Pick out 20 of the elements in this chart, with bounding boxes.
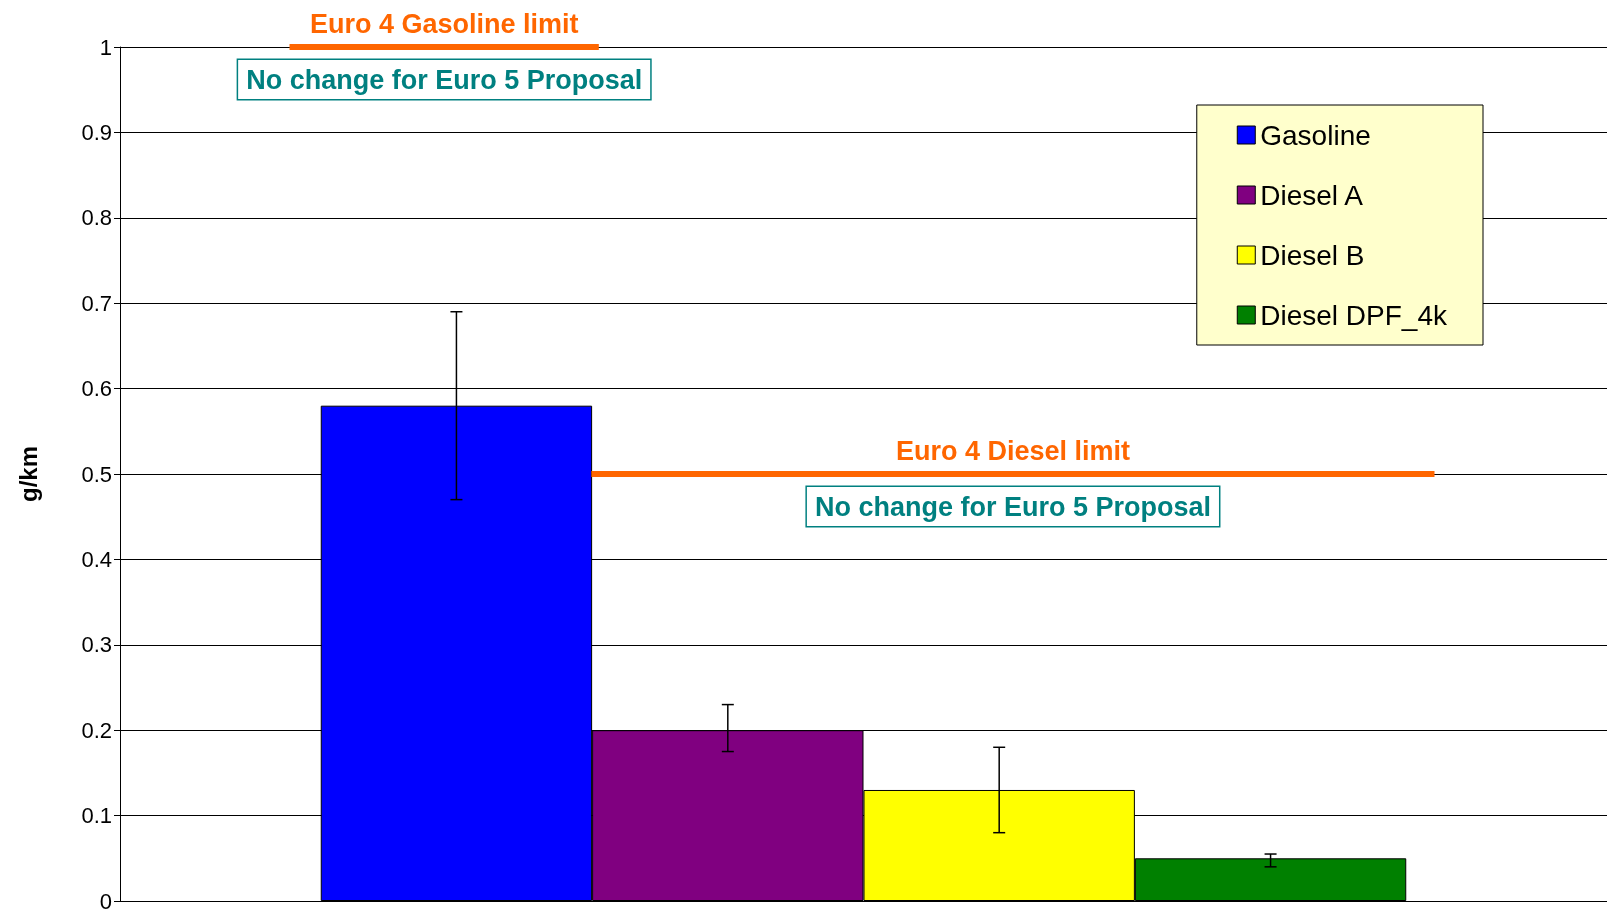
ref-line-label: Euro 4 Gasoline limit — [309, 8, 579, 39]
legend-label: Diesel A — [1260, 179, 1364, 211]
y-tick-label: 0.7 — [81, 290, 112, 316]
y-tick-label: 0.1 — [81, 803, 112, 829]
y-tick-label: 0.4 — [81, 546, 112, 572]
y-tick-label: 0.3 — [81, 632, 112, 658]
y-tick-label: 1 — [99, 34, 112, 60]
y-tick-label: 0.8 — [81, 205, 112, 231]
y-axis-title: g/km — [14, 445, 42, 503]
annotation: No change for Euro 5 Proposal — [814, 491, 1211, 522]
y-tick-label: 0.9 — [81, 119, 112, 145]
y-tick-label: 0.2 — [81, 717, 112, 743]
annotation: No change for Euro 5 Proposal — [246, 64, 643, 95]
legend-label: Gasoline — [1260, 119, 1371, 151]
y-tick-label: 0.5 — [81, 461, 112, 487]
y-tick-label: 0.6 — [81, 376, 112, 402]
ref-line-label: Euro 4 Diesel limit — [895, 435, 1130, 466]
y-tick-label: 0 — [99, 888, 112, 914]
legend-label: Diesel B — [1260, 239, 1365, 271]
legend-label: Diesel DPF_4k — [1260, 299, 1448, 331]
